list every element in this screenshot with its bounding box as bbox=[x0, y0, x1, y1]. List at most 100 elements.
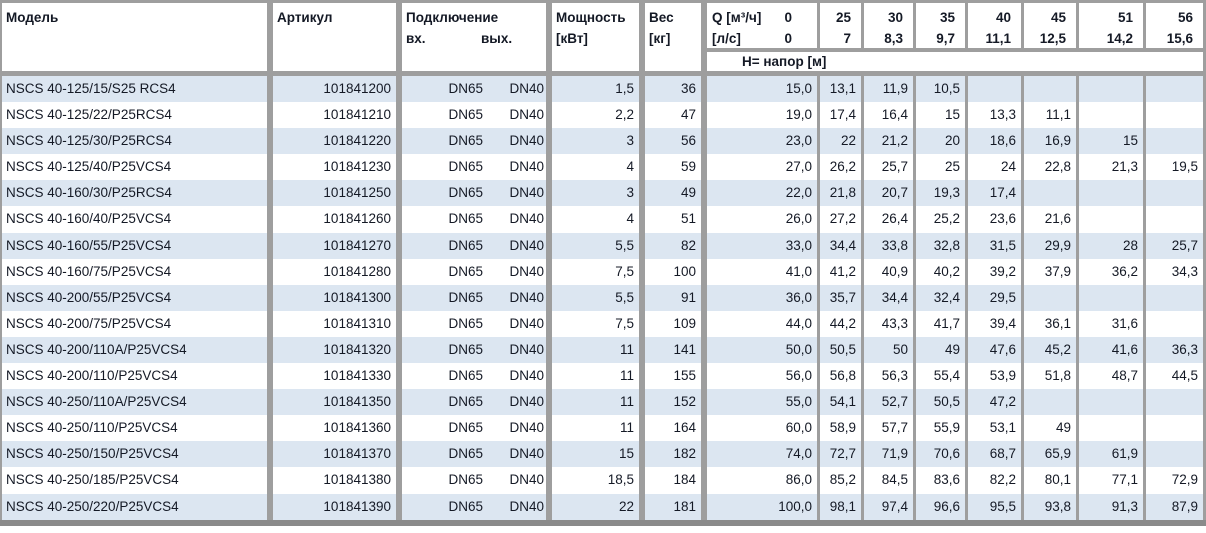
table-bottom-border bbox=[0, 519, 1206, 526]
head-band-label: Н= напор [м] bbox=[742, 54, 827, 69]
head-cell-q25: 27,2 bbox=[820, 206, 864, 233]
connection-header-label: Подключение bbox=[406, 10, 499, 25]
weight-cell: 100 bbox=[645, 258, 707, 285]
outlet-cell: DN40 bbox=[509, 185, 544, 201]
head-cell-q51 bbox=[1079, 180, 1146, 207]
head-cell-q51 bbox=[1079, 389, 1146, 416]
head-cell-q25: 13,1 bbox=[820, 76, 864, 103]
head-cell-q40: 95,5 bbox=[968, 493, 1024, 520]
model-cell: NSCS 40-125/40/P25VCS4 bbox=[2, 154, 273, 181]
head-cell-q30: 20,7 bbox=[864, 180, 916, 207]
head-cell-q30: 40,9 bbox=[864, 258, 916, 285]
head-cell-q56 bbox=[1146, 441, 1203, 467]
inlet-cell: DN65 bbox=[448, 315, 483, 331]
head-cell-q56 bbox=[1146, 128, 1203, 154]
head-cell-q51 bbox=[1079, 206, 1146, 233]
head-cell-q0: 86,0 bbox=[707, 467, 820, 494]
head-cell-q25: 17,4 bbox=[820, 102, 864, 129]
head-cell-q25: 41,2 bbox=[820, 258, 864, 285]
table-row: NSCS 40-125/30/P25RCS4 101841220 DN65 DN… bbox=[2, 128, 1203, 155]
model-cell: NSCS 40-200/110A/P25VCS4 bbox=[2, 336, 273, 364]
inlet-cell: DN65 bbox=[448, 81, 483, 96]
head-cell-q51 bbox=[1079, 284, 1146, 311]
head-cell-q25: 22 bbox=[820, 128, 864, 155]
head-cell-q0: 15,0 bbox=[707, 76, 820, 103]
head-cell-q30: 21,2 bbox=[864, 128, 916, 155]
head-cell-q56 bbox=[1146, 415, 1203, 441]
head-cell-q56 bbox=[1146, 206, 1203, 232]
head-cell-q51: 28 bbox=[1079, 232, 1146, 259]
power-cell: 11 bbox=[552, 336, 645, 364]
head-cell-q56: 36,3 bbox=[1171, 341, 1198, 357]
head-cell-q45: 49 bbox=[1024, 415, 1079, 442]
weight-cell: 184 bbox=[645, 467, 707, 494]
head-cell-q51: 31,6 bbox=[1079, 310, 1146, 337]
head-cell-q51 bbox=[1079, 102, 1146, 129]
head-cell-q51: 36,2 bbox=[1079, 258, 1146, 285]
weight-cell: 82 bbox=[645, 232, 707, 259]
article-cell: 101841310 bbox=[273, 310, 402, 337]
head-cell-q51: 91,3 bbox=[1079, 493, 1146, 520]
power-cell: 18,5 bbox=[552, 467, 645, 494]
head-cell-q56: 19,5 bbox=[1171, 159, 1198, 175]
head-cell-q56: 72,9 bbox=[1171, 472, 1198, 488]
head-cell-q40: 39,4 bbox=[968, 310, 1024, 337]
head-cell-q56 bbox=[1146, 285, 1203, 311]
outlet-cell: DN40 bbox=[509, 472, 544, 488]
head-cell-q35: 20 bbox=[916, 128, 968, 155]
head-cell-q30: 26,4 bbox=[864, 206, 916, 233]
article-cell: 101841380 bbox=[273, 467, 402, 494]
head-cell-q40: 39,2 bbox=[968, 258, 1024, 285]
table-row: NSCS 40-250/110A/P25VCS4 101841350 DN65 … bbox=[2, 389, 1203, 416]
article-cell: 101841350 bbox=[273, 389, 402, 416]
head-cell-q0: 26,0 bbox=[707, 206, 820, 233]
head-cell-q35: 50,5 bbox=[916, 389, 968, 416]
head-cell-q30: 16,4 bbox=[864, 102, 916, 129]
power-cell: 7,5 bbox=[552, 258, 645, 285]
head-cell-q35: 70,6 bbox=[916, 441, 968, 468]
weight-cell: 141 bbox=[645, 336, 707, 364]
head-cell-q0: 100,0 bbox=[707, 493, 820, 520]
power-cell: 22 bbox=[552, 493, 645, 520]
head-cell-q45: 45,2 bbox=[1024, 336, 1079, 364]
head-cell-q30: 34,4 bbox=[864, 284, 916, 311]
head-cell-q40: 47,2 bbox=[968, 389, 1024, 416]
head-cell-q25: 50,5 bbox=[820, 336, 864, 364]
model-cell: NSCS 40-160/30/P25RCS4 bbox=[2, 180, 273, 207]
power-cell: 2,2 bbox=[552, 102, 645, 129]
model-cell: NSCS 40-125/22/P25RCS4 bbox=[2, 102, 273, 129]
head-cell-q45: 11,1 bbox=[1024, 102, 1079, 129]
weight-cell: 59 bbox=[645, 154, 707, 181]
power-cell: 11 bbox=[552, 415, 645, 442]
table-row: NSCS 40-160/30/P25RCS4 101841250 DN65 DN… bbox=[2, 180, 1203, 207]
flow-ls-value: 7 bbox=[843, 31, 851, 46]
column-header-flow-value: 25 7 bbox=[820, 3, 864, 48]
head-cell-q25: 56,8 bbox=[820, 363, 864, 390]
head-cell-q25: 35,7 bbox=[820, 284, 864, 311]
model-cell: NSCS 40-125/15/S25 RCS4 bbox=[2, 76, 273, 103]
flow-m3h-value: 40 bbox=[995, 10, 1011, 25]
head-cell-q40: 68,7 bbox=[968, 441, 1024, 468]
column-header-weight: Вес [кг] bbox=[645, 3, 707, 71]
table-row: NSCS 40-200/110/P25VCS4 101841330 DN65 D… bbox=[2, 363, 1203, 390]
inlet-cell: DN65 bbox=[448, 159, 483, 175]
head-cell-q35: 83,6 bbox=[916, 467, 968, 494]
weight-header-label: Вес bbox=[649, 10, 674, 25]
head-cell-q45 bbox=[1024, 284, 1079, 311]
column-header-model: Модель bbox=[2, 3, 273, 71]
connection-subheaders: вх. вых. bbox=[406, 28, 546, 49]
outlet-cell: DN40 bbox=[509, 237, 544, 253]
head-cell-q0: 56,0 bbox=[707, 363, 820, 390]
column-header-flow-value: 40 11,1 bbox=[968, 3, 1024, 48]
pump-spec-table: Модель Артикул Подключение вх. вых. Мощн… bbox=[0, 0, 1206, 520]
connection-cell: DN65 DN40 bbox=[402, 441, 552, 468]
head-cell-q35: 32,4 bbox=[916, 284, 968, 311]
power-header-unit: [кВт] bbox=[556, 31, 588, 46]
weight-cell: 182 bbox=[645, 441, 707, 468]
power-cell: 5,5 bbox=[552, 284, 645, 311]
article-cell: 101841370 bbox=[273, 441, 402, 468]
article-cell: 101841360 bbox=[273, 415, 402, 442]
inlet-cell: DN65 bbox=[448, 185, 483, 201]
weight-cell: 51 bbox=[645, 206, 707, 233]
model-cell: NSCS 40-250/110/P25VCS4 bbox=[2, 415, 273, 442]
